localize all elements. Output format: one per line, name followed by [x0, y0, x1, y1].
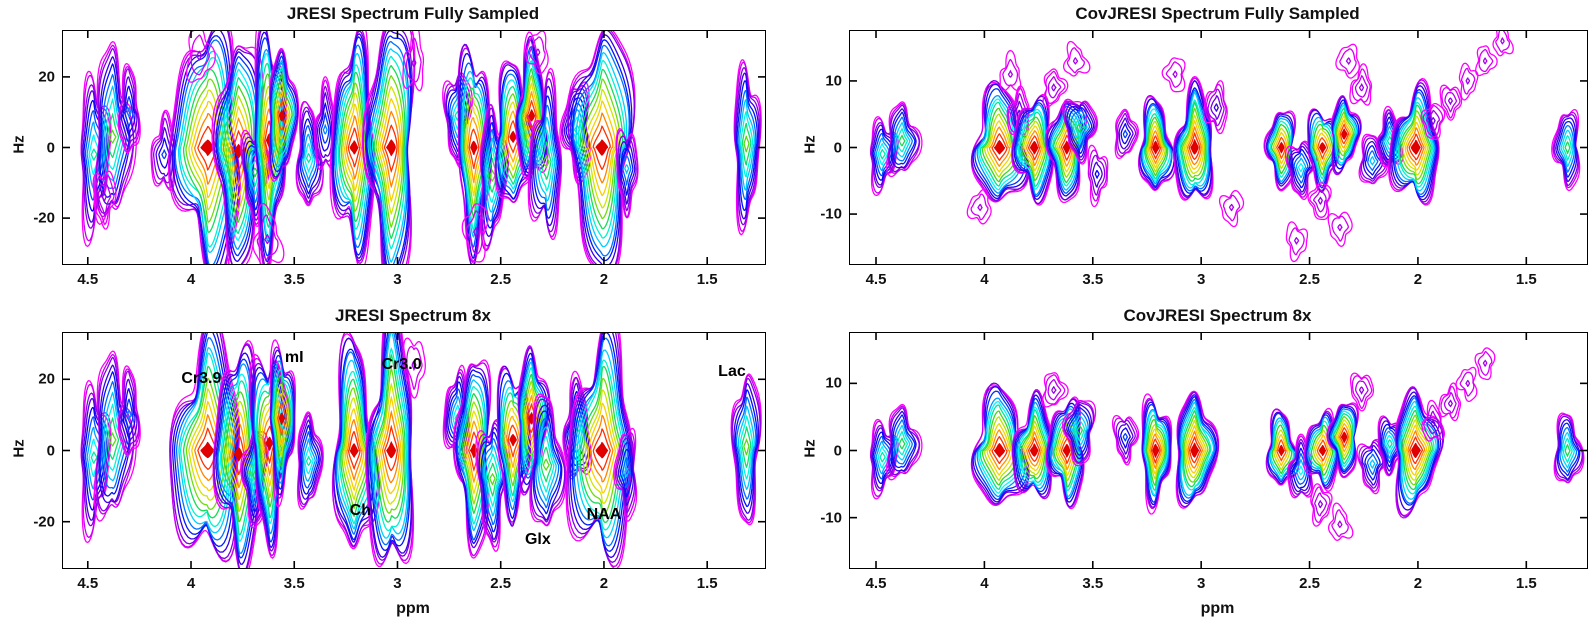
- y-tick-label: -20: [33, 209, 55, 227]
- panel-title: CovJRESI Spectrum 8x: [1123, 306, 1312, 325]
- x-tick-label: 2: [1413, 575, 1423, 592]
- y-tick-label: -20: [33, 513, 55, 531]
- contour-plot-canvas: [850, 31, 1587, 264]
- x-tick-label: 4.5: [865, 271, 887, 288]
- plot-area: 4.5 4 3.5 3 2.5 2 1.5 10 0 -10: [820, 332, 1588, 592]
- x-tick-label: 4.5: [77, 271, 99, 288]
- panel-title: JRESI Spectrum 8x: [335, 306, 491, 325]
- y-axis-label: Hz: [10, 135, 28, 154]
- peak-annotation: Lac: [718, 363, 746, 381]
- panel-title: CovJRESI Spectrum Fully Sampled: [1075, 4, 1360, 23]
- peak-annotation: mI: [284, 348, 304, 366]
- x-tick-label: 2.5: [490, 271, 512, 288]
- x-tick-label: 4: [980, 271, 989, 288]
- y-tick-label: 0: [833, 139, 842, 156]
- peak-annotation: Cr3.0: [381, 356, 422, 374]
- y-axis-label: Hz: [801, 135, 819, 154]
- x-tick-label: 3: [393, 271, 402, 288]
- contour-plot-canvas: [63, 333, 765, 568]
- y-tick-label: 20: [38, 370, 55, 388]
- x-tick-label: 2.5: [1299, 575, 1320, 592]
- y-tick-label: 0: [46, 139, 55, 156]
- panel-jresi-8x: JRESI Spectrum 8x Hz 4.5 4 3.5 3 2.5 2 1.5 20 0 -…: [0, 300, 796, 635]
- y-tick-label: -10: [820, 205, 842, 223]
- x-tick-label: 1.5: [1515, 575, 1537, 592]
- peak-annotation: Cr3.9: [181, 370, 222, 388]
- x-tick-label: 2: [599, 271, 609, 288]
- x-tick-label: 1.5: [696, 575, 718, 592]
- y-tick-label: 0: [46, 442, 55, 459]
- plot-area: 4.5 4 3.5 3 2.5 2 1.5 20 0 -20: [33, 30, 766, 288]
- x-axis-label: ppm: [1200, 600, 1235, 617]
- x-tick-label: 2.5: [1299, 271, 1320, 288]
- x-tick-label: 2: [599, 575, 609, 592]
- x-tick-label: 4: [186, 575, 196, 592]
- peak-annotation: Glx: [524, 530, 551, 548]
- y-tick-label: -10: [820, 509, 842, 527]
- x-tick-label: 2: [1413, 271, 1423, 288]
- peak-annotation: NAA: [586, 505, 622, 523]
- contour-plot-canvas: [63, 31, 765, 264]
- y-tick-label: 0: [833, 442, 842, 459]
- panel-title: JRESI Spectrum Fully Sampled: [286, 4, 540, 23]
- panel-covjresi-fully-sampled: CovJRESI Spectrum Fully Sampled Hz 4.5 4 3…: [797, 0, 1593, 300]
- x-tick-label: 3: [393, 575, 402, 592]
- y-tick-label: 10: [825, 72, 842, 90]
- x-tick-label: 2.5: [490, 575, 512, 592]
- peak-annotation: Ch: [349, 502, 371, 520]
- y-tick-label: 10: [825, 374, 842, 392]
- x-tick-label: 4: [186, 271, 196, 288]
- x-tick-label: 3.5: [283, 271, 305, 288]
- x-tick-label: 3.5: [1082, 575, 1104, 592]
- contour-plot-canvas: [850, 333, 1587, 568]
- x-tick-label: 1.5: [1515, 271, 1537, 288]
- panel-jresi-fully-sampled: JRESI Spectrum Fully Sampled Hz 4.5 4 3.5 3…: [0, 0, 796, 300]
- x-tick-label: 3.5: [283, 575, 305, 592]
- plot-area: 4.5 4 3.5 3 2.5 2 1.5 10 0 -10: [820, 30, 1588, 288]
- y-axis-label: Hz: [10, 439, 28, 458]
- y-tick-label: 20: [38, 68, 55, 86]
- x-axis-label: ppm: [396, 600, 430, 617]
- x-tick-label: 3: [1196, 575, 1206, 592]
- x-tick-label: 3.5: [1082, 271, 1104, 288]
- x-tick-label: 4: [980, 575, 989, 592]
- x-tick-label: 4.5: [77, 575, 99, 592]
- x-tick-label: 3: [1196, 271, 1206, 288]
- plot-area: 4.5 4 3.5 3 2.5 2 1.5 20 0 -20 Cr3.9 mI Cr3.0 Lac Ch Gl…: [33, 332, 766, 592]
- x-tick-label: 4.5: [865, 575, 887, 592]
- panel-covjresi-8x: CovJRESI Spectrum 8x Hz 4.5 4 3.5 3 2.5 2 1.5 1…: [797, 300, 1593, 635]
- y-axis-label: Hz: [801, 439, 819, 458]
- x-tick-label: 1.5: [696, 271, 718, 288]
